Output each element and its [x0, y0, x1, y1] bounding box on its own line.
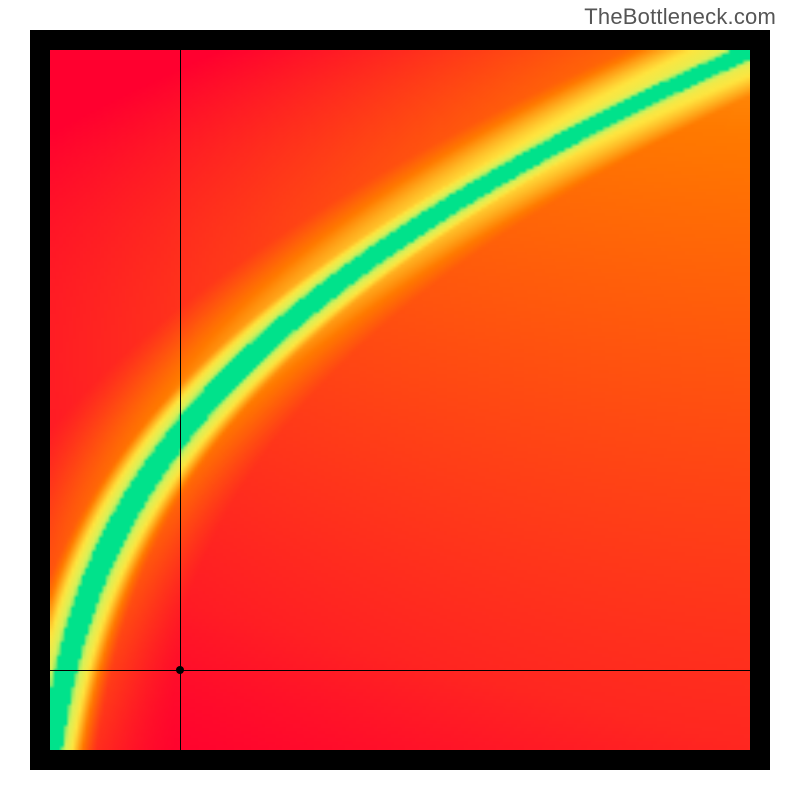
heatmap-canvas	[50, 50, 750, 750]
chart-container: TheBottleneck.com	[0, 0, 800, 800]
crosshair-vertical	[180, 50, 181, 750]
plot-frame	[30, 30, 770, 770]
crosshair-marker	[176, 666, 184, 674]
crosshair-horizontal	[50, 670, 750, 671]
watermark-text: TheBottleneck.com	[584, 4, 776, 30]
